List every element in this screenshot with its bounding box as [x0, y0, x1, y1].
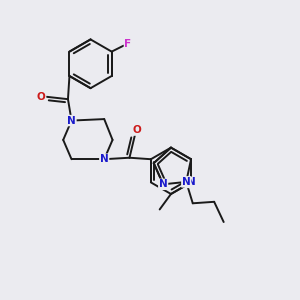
Text: N: N [159, 179, 167, 189]
Text: O: O [133, 125, 141, 135]
Text: N: N [182, 177, 190, 187]
Text: N: N [67, 116, 76, 126]
Text: N: N [100, 154, 109, 164]
Text: O: O [37, 92, 46, 102]
Text: N: N [187, 177, 195, 188]
Text: F: F [124, 39, 132, 49]
